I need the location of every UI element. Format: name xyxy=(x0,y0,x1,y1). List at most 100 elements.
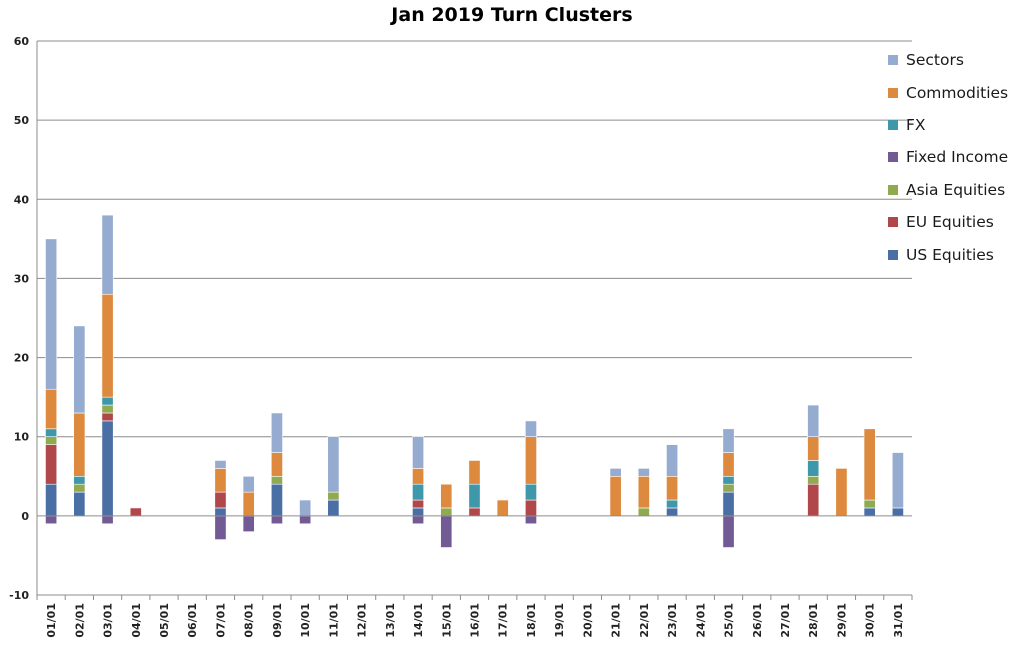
bar-segment xyxy=(722,428,735,453)
bar-segment xyxy=(609,475,622,517)
bar-segment xyxy=(73,412,86,477)
bar-segment xyxy=(214,507,227,517)
legend-item: Sectors xyxy=(888,44,1008,76)
bar-segment xyxy=(722,515,735,548)
y-tick-label: 50 xyxy=(14,114,30,127)
x-tick-label: 28/01 xyxy=(807,603,820,638)
bar-segment xyxy=(468,483,481,509)
legend-swatch xyxy=(888,87,898,98)
bar-segment xyxy=(327,491,340,501)
x-tick-label: 17/01 xyxy=(497,603,510,638)
legend-label: Asia Equities xyxy=(906,180,1006,199)
y-tick-label: 60 xyxy=(14,35,30,48)
bar-segment xyxy=(891,452,904,509)
x-tick-label: 10/01 xyxy=(299,603,312,638)
x-tick-label: 31/01 xyxy=(892,603,905,638)
bar-segment xyxy=(299,499,312,517)
bar-segment xyxy=(101,214,114,295)
bar-segment xyxy=(440,515,453,548)
bar-segment xyxy=(270,515,283,525)
axes xyxy=(36,41,913,600)
x-tick-label: 18/01 xyxy=(525,603,538,638)
bar-segment xyxy=(45,436,58,445)
legend-label: Sectors xyxy=(906,51,964,70)
bar-segment xyxy=(73,325,86,414)
x-tick-label: 14/01 xyxy=(412,603,425,638)
x-tick-label: 02/01 xyxy=(73,603,86,638)
bar-segment xyxy=(412,483,424,501)
legend-swatch xyxy=(888,249,898,260)
bar-segment xyxy=(101,412,114,422)
bar-segment xyxy=(327,499,340,517)
x-tick-label: 23/01 xyxy=(666,603,679,638)
bar-segment xyxy=(637,507,650,517)
bar-segment xyxy=(666,475,679,501)
bar-segment xyxy=(242,515,255,532)
bar-segment xyxy=(722,475,735,485)
chart-title: Jan 2019 Turn Clusters xyxy=(391,4,633,26)
bar-segment xyxy=(807,436,820,461)
legend-item: FX xyxy=(888,109,1008,141)
bar-segment xyxy=(299,515,312,525)
x-tick-labels: 01/01 02/01 03/01 04/01 05/01 06/01 07/01 08/01… xyxy=(45,603,905,638)
bar-segment xyxy=(242,491,255,517)
x-tick-label: 09/01 xyxy=(271,603,284,638)
bar-segment xyxy=(101,396,114,406)
bar-segment xyxy=(73,483,86,493)
x-tick-label: 27/01 xyxy=(779,603,792,638)
bar-segment xyxy=(214,468,227,493)
bar-segment xyxy=(468,507,481,517)
legend-label: Fixed Income xyxy=(906,148,1009,167)
bar-segment xyxy=(214,460,227,469)
legend-item: Asia Equities xyxy=(888,174,1008,206)
x-tick-label: 12/01 xyxy=(356,603,369,638)
bar-segment xyxy=(863,428,876,501)
bar-segment xyxy=(129,507,142,517)
bar-segment xyxy=(525,436,537,485)
y-tick-label: 20 xyxy=(14,352,30,365)
x-tick-label: 13/01 xyxy=(384,603,397,638)
legend-item: Fixed Income xyxy=(888,141,1008,173)
bar-segment xyxy=(666,507,679,517)
bar-segment xyxy=(666,444,679,477)
x-tick-label: 05/01 xyxy=(158,603,171,638)
bar-segment xyxy=(637,475,650,509)
bar-segment xyxy=(637,468,650,477)
bar-segment xyxy=(722,483,735,493)
bar-segment xyxy=(270,452,283,477)
legend-label: US Equities xyxy=(906,245,994,264)
y-tick-label: 0 xyxy=(21,510,29,523)
bar-segment xyxy=(609,468,622,477)
bar-segment xyxy=(440,483,453,509)
bar-segment xyxy=(45,515,58,525)
bar-segment xyxy=(412,499,424,509)
bar-segment xyxy=(73,491,86,517)
x-tick-label: 24/01 xyxy=(694,603,707,638)
bar-segment xyxy=(270,412,283,453)
legend-swatch xyxy=(888,55,898,66)
y-tick-labels: -10 0 10 20 30 40 50 60 xyxy=(9,35,29,602)
x-tick-label: 16/01 xyxy=(469,603,482,638)
x-tick-label: 07/01 xyxy=(214,603,227,638)
bar-segment xyxy=(214,491,227,509)
y-tick-label: 40 xyxy=(14,193,30,206)
x-tick-label: 03/01 xyxy=(102,603,115,638)
legend-label: Commodities xyxy=(906,83,1009,102)
bar-segment xyxy=(525,515,537,525)
legend-label: FX xyxy=(906,115,926,134)
bar-segment xyxy=(412,468,424,485)
bar-segment xyxy=(412,507,424,517)
bar-segment xyxy=(835,468,848,517)
x-tick-label: 20/01 xyxy=(581,603,594,638)
bar-segment xyxy=(242,475,255,493)
bar-segment xyxy=(468,460,481,485)
bar-segment xyxy=(45,238,58,390)
legend-swatch xyxy=(888,217,898,228)
bar-segment xyxy=(440,507,453,517)
x-tick-label: 06/01 xyxy=(186,603,199,638)
legend-label: EU Equities xyxy=(906,213,994,232)
bar-segment xyxy=(101,293,114,398)
x-tick-label: 08/01 xyxy=(243,603,256,638)
bar-segment xyxy=(525,499,537,517)
x-tick-label: 04/01 xyxy=(130,603,143,638)
